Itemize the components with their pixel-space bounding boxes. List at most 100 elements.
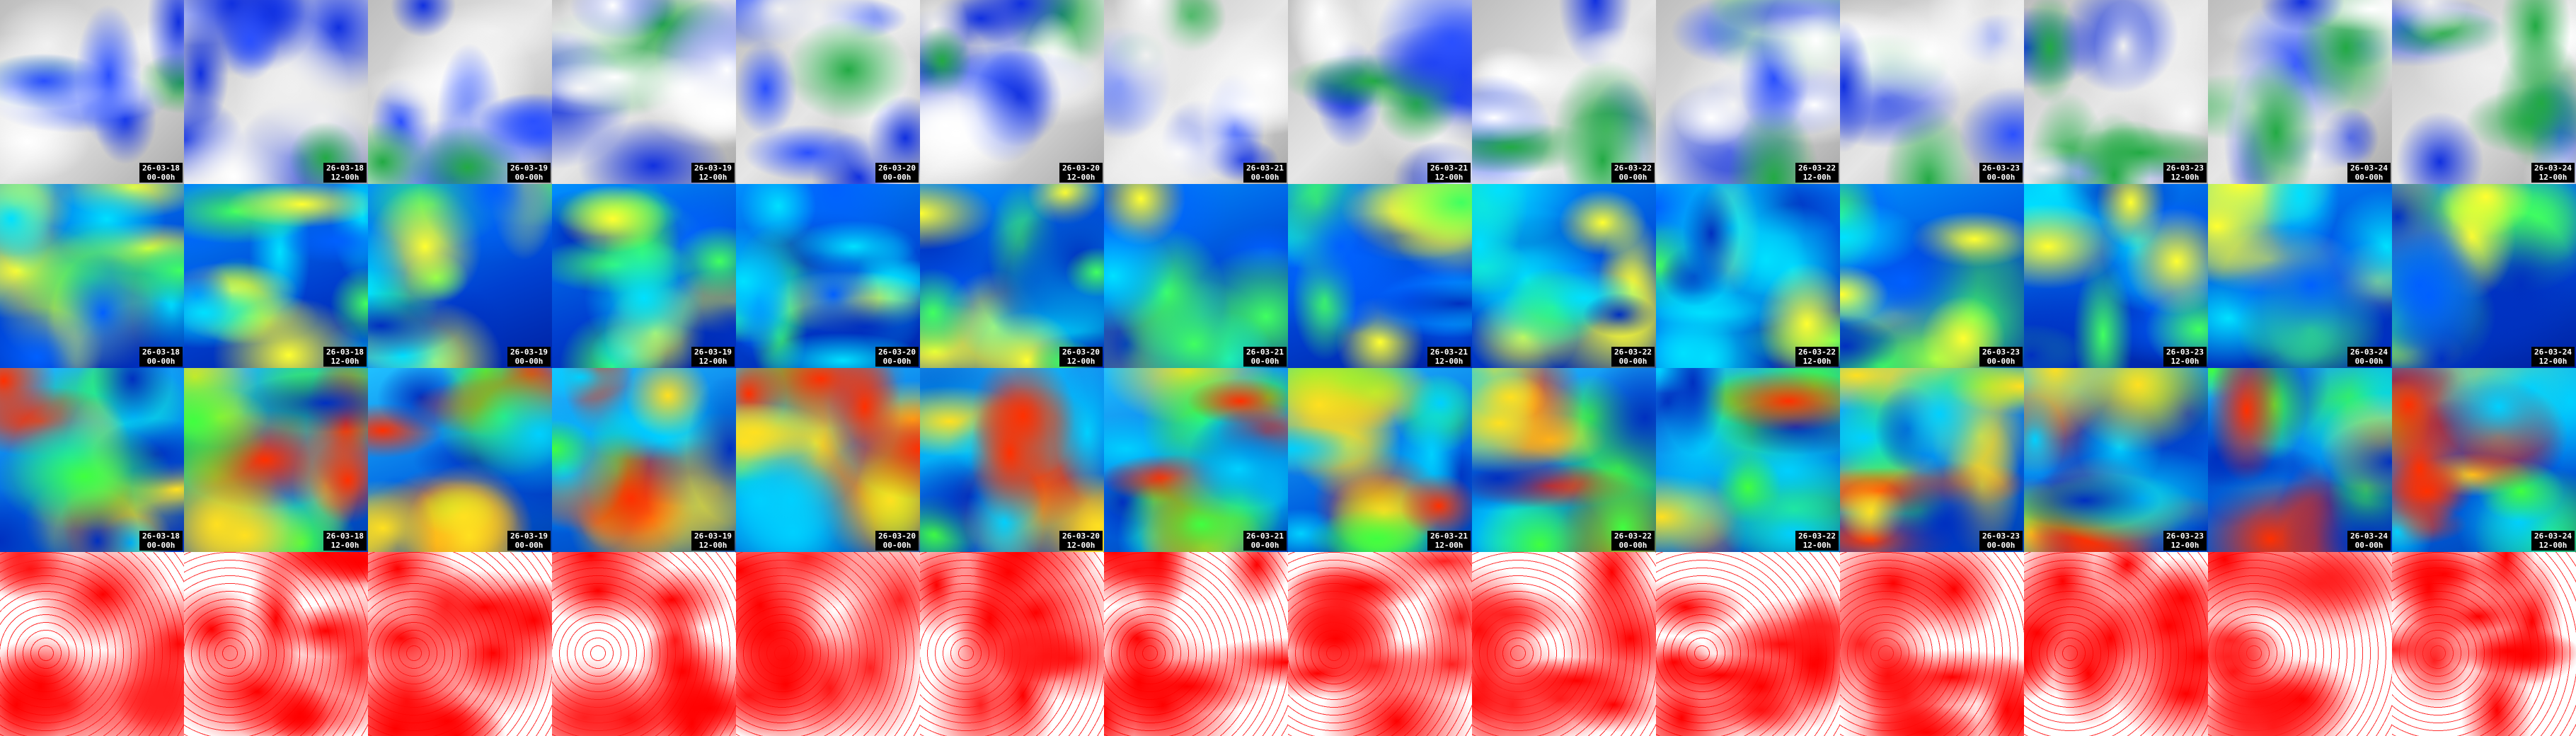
map-tile[interactable] bbox=[1472, 552, 1656, 736]
map-tile[interactable]: 26-03-19 12-00h bbox=[552, 184, 736, 368]
map-tile[interactable] bbox=[0, 552, 184, 736]
map-tile[interactable]: 26-03-24 00-00h bbox=[2208, 368, 2392, 552]
timestamp-date: 26-03-23 bbox=[2166, 531, 2204, 541]
timestamp-label: 26-03-22 12-00h bbox=[1795, 347, 1839, 367]
timestamp-time: 00-00h bbox=[1986, 173, 2016, 182]
timestamp-time: 12-00h bbox=[330, 173, 360, 182]
timestamp-label: 26-03-20 12-00h bbox=[1059, 347, 1103, 367]
timestamp-time: 12-00h bbox=[1066, 541, 1096, 550]
map-tile[interactable]: 26-03-21 00-00h bbox=[1104, 0, 1288, 184]
timestamp-date: 26-03-24 bbox=[2350, 163, 2388, 173]
map-tile[interactable] bbox=[736, 552, 920, 736]
map-tile[interactable]: 26-03-21 12-00h bbox=[1288, 368, 1472, 552]
timestamp-label: 26-03-19 00-00h bbox=[507, 163, 551, 183]
map-tile[interactable] bbox=[184, 552, 368, 736]
timestamp-date: 26-03-21 bbox=[1246, 531, 1284, 541]
map-tile[interactable]: 26-03-19 00-00h bbox=[368, 368, 552, 552]
timestamp-label: 26-03-19 12-00h bbox=[691, 163, 735, 183]
map-tile[interactable]: 26-03-20 12-00h bbox=[920, 0, 1104, 184]
timestamp-date: 26-03-19 bbox=[510, 531, 548, 541]
timestamp-time: 00-00h bbox=[1250, 541, 1280, 550]
timestamp-date: 26-03-22 bbox=[1798, 531, 1836, 541]
timestamp-label: 26-03-23 00-00h bbox=[1979, 163, 2023, 183]
timestamp-date: 26-03-18 bbox=[326, 347, 364, 357]
map-tile[interactable]: 26-03-22 12-00h bbox=[1656, 184, 1840, 368]
map-tile[interactable]: 26-03-19 12-00h bbox=[552, 0, 736, 184]
map-tile[interactable]: 26-03-20 00-00h bbox=[736, 184, 920, 368]
map-tile[interactable]: 26-03-21 12-00h bbox=[1288, 184, 1472, 368]
map-tile[interactable] bbox=[1288, 552, 1472, 736]
timestamp-label: 26-03-20 00-00h bbox=[875, 531, 919, 551]
timestamp-label: 26-03-20 00-00h bbox=[875, 163, 919, 183]
map-tile[interactable]: 26-03-23 12-00h bbox=[2024, 368, 2208, 552]
map-tile[interactable]: 26-03-19 12-00h bbox=[552, 368, 736, 552]
map-tile[interactable] bbox=[1656, 552, 1840, 736]
map-tile[interactable] bbox=[552, 552, 736, 736]
timestamp-time: 12-00h bbox=[1434, 541, 1464, 550]
map-tile[interactable]: 26-03-20 12-00h bbox=[920, 184, 1104, 368]
map-tile[interactable]: 26-03-22 12-00h bbox=[1656, 0, 1840, 184]
map-tile[interactable]: 26-03-22 00-00h bbox=[1472, 0, 1656, 184]
timestamp-label: 26-03-18 12-00h bbox=[323, 163, 367, 183]
map-tile[interactable] bbox=[1840, 552, 2024, 736]
map-tile[interactable] bbox=[2024, 552, 2208, 736]
timestamp-time: 00-00h bbox=[2354, 357, 2384, 366]
map-tile[interactable]: 26-03-18 12-00h bbox=[184, 368, 368, 552]
map-tile[interactable] bbox=[2392, 552, 2576, 736]
timestamp-date: 26-03-24 bbox=[2350, 347, 2388, 357]
timestamp-date: 26-03-19 bbox=[694, 347, 732, 357]
timestamp-date: 26-03-24 bbox=[2350, 531, 2388, 541]
timestamp-time: 12-00h bbox=[2170, 357, 2200, 366]
timestamp-label: 26-03-21 00-00h bbox=[1243, 347, 1287, 367]
timestamp-label: 26-03-18 00-00h bbox=[139, 163, 183, 183]
timestamp-time: 12-00h bbox=[2538, 541, 2568, 550]
timestamp-date: 26-03-23 bbox=[2166, 163, 2204, 173]
timestamp-label: 26-03-20 12-00h bbox=[1059, 531, 1103, 551]
map-tile[interactable] bbox=[1104, 552, 1288, 736]
map-tile[interactable]: 26-03-20 12-00h bbox=[920, 368, 1104, 552]
timestamp-date: 26-03-22 bbox=[1798, 163, 1836, 173]
timestamp-label: 26-03-21 00-00h bbox=[1243, 531, 1287, 551]
timestamp-time: 00-00h bbox=[882, 357, 912, 366]
map-tile[interactable]: 26-03-21 12-00h bbox=[1288, 0, 1472, 184]
map-tile[interactable]: 26-03-22 12-00h bbox=[1656, 368, 1840, 552]
map-tile[interactable]: 26-03-23 00-00h bbox=[1840, 184, 2024, 368]
map-tile[interactable] bbox=[2208, 552, 2392, 736]
timestamp-date: 26-03-23 bbox=[1982, 347, 2020, 357]
map-tile[interactable]: 26-03-23 12-00h bbox=[2024, 184, 2208, 368]
map-tile[interactable]: 26-03-18 00-00h bbox=[0, 368, 184, 552]
map-tile[interactable]: 26-03-21 00-00h bbox=[1104, 184, 1288, 368]
map-tile[interactable]: 26-03-24 12-00h bbox=[2392, 0, 2576, 184]
map-tile[interactable]: 26-03-19 00-00h bbox=[368, 0, 552, 184]
map-tile[interactable]: 26-03-24 12-00h bbox=[2392, 368, 2576, 552]
map-tile[interactable]: 26-03-18 00-00h bbox=[0, 184, 184, 368]
timestamp-label: 26-03-21 12-00h bbox=[1427, 347, 1471, 367]
timestamp-time: 00-00h bbox=[514, 357, 544, 366]
timestamp-time: 00-00h bbox=[1618, 541, 1648, 550]
timestamp-date: 26-03-18 bbox=[142, 531, 180, 541]
map-tile[interactable]: 26-03-21 00-00h bbox=[1104, 368, 1288, 552]
map-tile[interactable]: 26-03-18 00-00h bbox=[0, 0, 184, 184]
map-tile[interactable]: 26-03-23 12-00h bbox=[2024, 0, 2208, 184]
map-tile[interactable]: 26-03-20 00-00h bbox=[736, 368, 920, 552]
map-tile[interactable]: 26-03-22 00-00h bbox=[1472, 184, 1656, 368]
map-tile[interactable]: 26-03-24 00-00h bbox=[2208, 184, 2392, 368]
timestamp-label: 26-03-21 00-00h bbox=[1243, 163, 1287, 183]
timestamp-time: 00-00h bbox=[146, 357, 176, 366]
map-tile[interactable]: 26-03-23 00-00h bbox=[1840, 0, 2024, 184]
map-tile[interactable] bbox=[920, 552, 1104, 736]
map-tile[interactable] bbox=[368, 552, 552, 736]
map-tile[interactable]: 26-03-22 00-00h bbox=[1472, 368, 1656, 552]
timestamp-label: 26-03-21 12-00h bbox=[1427, 163, 1471, 183]
timestamp-date: 26-03-22 bbox=[1614, 163, 1652, 173]
map-tile[interactable]: 26-03-24 12-00h bbox=[2392, 184, 2576, 368]
map-tile[interactable]: 26-03-19 00-00h bbox=[368, 184, 552, 368]
map-tile[interactable]: 26-03-23 00-00h bbox=[1840, 368, 2024, 552]
timestamp-time: 12-00h bbox=[2538, 357, 2568, 366]
map-tile[interactable]: 26-03-24 00-00h bbox=[2208, 0, 2392, 184]
timestamp-label: 26-03-22 00-00h bbox=[1611, 531, 1655, 551]
timestamp-date: 26-03-20 bbox=[878, 347, 916, 357]
map-tile[interactable]: 26-03-20 00-00h bbox=[736, 0, 920, 184]
map-tile[interactable]: 26-03-18 12-00h bbox=[184, 184, 368, 368]
map-tile[interactable]: 26-03-18 12-00h bbox=[184, 0, 368, 184]
